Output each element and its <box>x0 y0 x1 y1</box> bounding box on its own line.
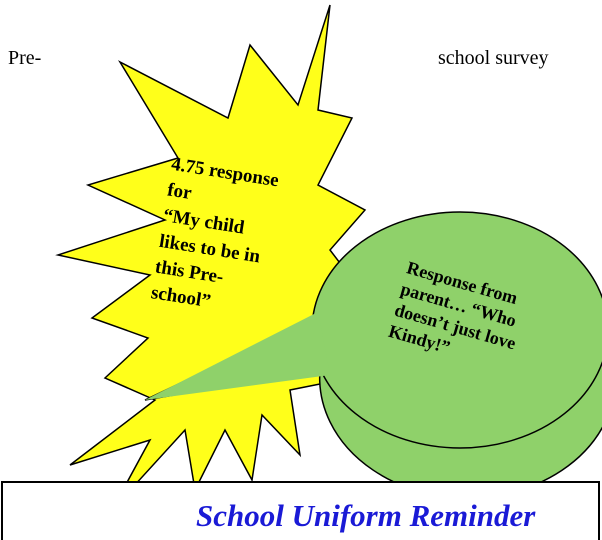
header-left: Pre- <box>8 47 41 69</box>
page: Pre- school survey 4.75 responsefor“My c… <box>0 0 602 540</box>
notice-title: School Uniform Reminder <box>196 498 536 533</box>
header-right: school survey <box>438 47 549 69</box>
text-line: for <box>166 179 194 204</box>
